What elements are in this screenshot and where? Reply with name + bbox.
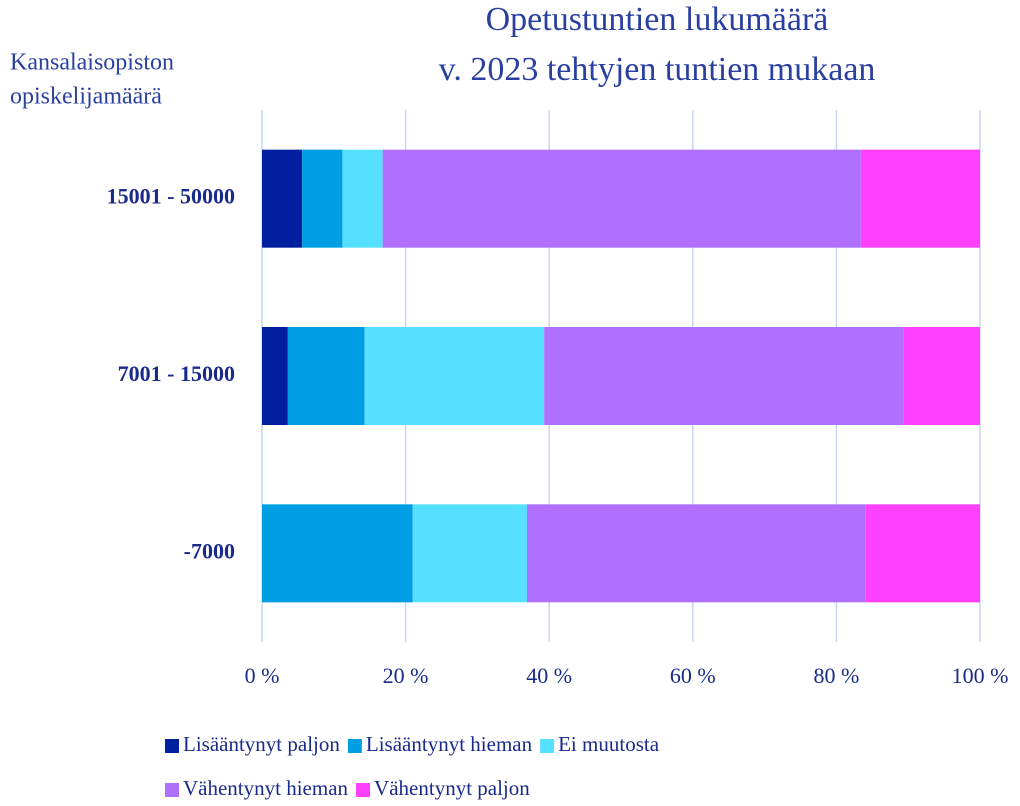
- x-tick-label: 60 %: [670, 663, 716, 688]
- bar-segment: [526, 504, 866, 603]
- bar-segment: [860, 149, 980, 248]
- bar-segment: [287, 327, 365, 425]
- legend-swatch: [356, 783, 371, 797]
- legend-swatch: [540, 739, 555, 753]
- bar-segment: [544, 327, 904, 425]
- x-tick-label: 40 %: [526, 663, 572, 688]
- chart-title: v. 2023 tehtyjen tuntien mukaan: [439, 51, 876, 88]
- bar-segment: [262, 149, 303, 248]
- chart-title: Opetustuntien lukumäärä: [486, 1, 829, 38]
- x-tick-label: 0 %: [245, 663, 280, 688]
- y-axis-label: opiskelijamäärä: [10, 84, 162, 110]
- legend-swatch: [165, 739, 179, 753]
- bar-segment: [903, 327, 980, 425]
- bar-segment: [342, 149, 383, 248]
- legend-label: Lisääntynyt paljon: [183, 732, 340, 756]
- legend-label: Ei muutosta: [558, 732, 660, 756]
- bar-segment: [364, 327, 545, 425]
- bar-segment: [865, 504, 980, 603]
- y-axis-label: Kansalaisopiston: [10, 50, 174, 76]
- y-tick-label: -7000: [184, 538, 235, 563]
- bar-segment: [302, 149, 343, 248]
- legend-label: Vähentynyt hieman: [183, 776, 349, 800]
- bar-segment: [412, 504, 527, 603]
- x-tick-label: 80 %: [813, 663, 859, 688]
- bar-segment: [382, 149, 861, 248]
- bar-segment: [262, 327, 288, 425]
- y-tick-label: 7001 - 15000: [118, 361, 235, 386]
- bar-segment: [262, 504, 413, 603]
- legend-label: Vähentynyt paljon: [374, 776, 530, 800]
- legend-swatch: [347, 739, 362, 753]
- y-tick-label: 15001 - 50000: [107, 184, 235, 209]
- x-tick-label: 100 %: [952, 663, 1009, 688]
- legend-label: Lisääntynyt hieman: [366, 732, 533, 756]
- legend-swatch: [165, 783, 179, 797]
- x-tick-label: 20 %: [383, 663, 429, 688]
